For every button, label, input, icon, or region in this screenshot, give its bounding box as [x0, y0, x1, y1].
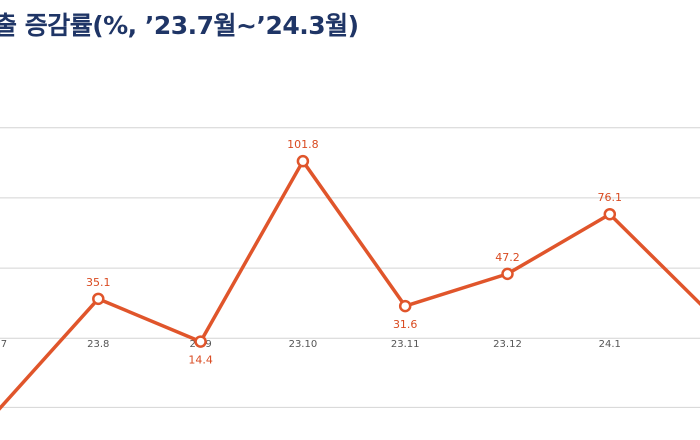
chart-title: 출 증감률(%, ’23.7월~’24.3월) — [0, 11, 359, 40]
data-label: 47.2 — [495, 251, 520, 264]
data-point — [603, 207, 617, 221]
grid-lines — [0, 127, 700, 408]
data-point — [92, 292, 105, 306]
x-tick-label: 24.1 — [599, 339, 621, 350]
x-tick-label: 23.12 — [493, 339, 522, 350]
data-point — [194, 335, 207, 348]
data-label: 101.8 — [287, 138, 319, 151]
x-tick-label: 23.10 — [289, 339, 318, 350]
x-tick-label: 23.11 — [391, 339, 420, 350]
data-label: 31.6 — [393, 318, 418, 331]
data-label: 14.4 — [188, 354, 213, 367]
data-point — [501, 267, 514, 281]
data-point — [296, 154, 310, 168]
data-point — [398, 299, 412, 313]
data-label: 35.1 — [86, 276, 111, 289]
data-points — [92, 154, 617, 348]
x-tick-label: 23.8 — [87, 339, 109, 350]
series-layer — [0, 159, 700, 411]
series-line — [0, 159, 700, 411]
data-label: 76.1 — [598, 191, 623, 204]
x-tick-label: 23.7 — [0, 339, 7, 350]
